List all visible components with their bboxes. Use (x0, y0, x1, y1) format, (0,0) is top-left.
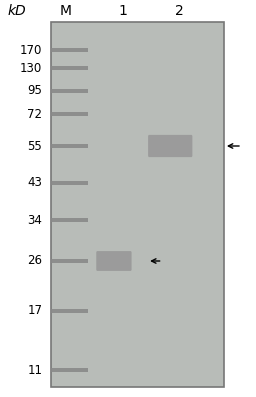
Bar (51, 112, 88, 116)
Text: 170: 170 (20, 44, 42, 56)
Bar (51, 89, 88, 93)
Text: 43: 43 (27, 177, 42, 189)
Text: 55: 55 (27, 139, 42, 152)
Text: 1: 1 (119, 4, 127, 18)
Text: M: M (59, 4, 71, 18)
Text: 26: 26 (27, 254, 42, 268)
Bar (51, 368, 88, 372)
Bar (51, 259, 88, 263)
Bar (51, 22, 224, 387)
Bar (51, 66, 88, 69)
Bar (51, 309, 88, 313)
Text: 130: 130 (20, 62, 42, 75)
Bar (51, 218, 88, 222)
Text: 2: 2 (175, 4, 184, 18)
FancyBboxPatch shape (96, 251, 132, 271)
Bar (51, 48, 88, 52)
Bar (51, 181, 88, 185)
Bar (51, 144, 88, 148)
FancyBboxPatch shape (148, 135, 193, 157)
Text: 17: 17 (27, 304, 42, 318)
Text: kD: kD (8, 4, 26, 18)
Text: 34: 34 (27, 214, 42, 227)
Text: 95: 95 (27, 85, 42, 98)
Text: 11: 11 (27, 364, 42, 376)
Text: 72: 72 (27, 108, 42, 121)
